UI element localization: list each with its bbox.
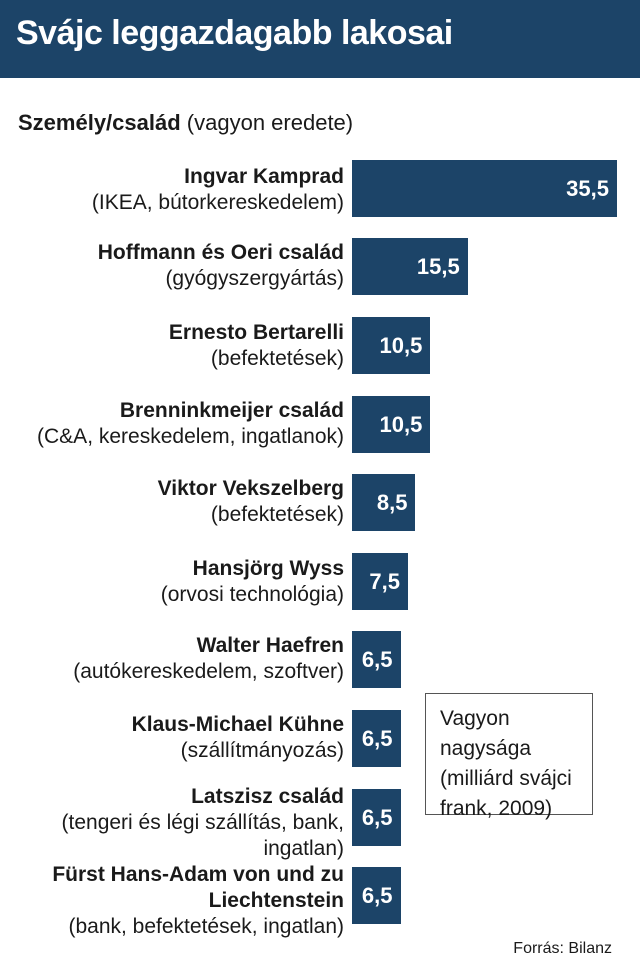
column-header-bold: Személy/család xyxy=(18,110,181,135)
category-label: Viktor Vekszelberg (befektetések) xyxy=(14,476,344,528)
category-name: Walter Haefren xyxy=(196,634,344,657)
category-label: Latszisz család (tengeri és légi szállítá… xyxy=(14,784,344,862)
bar-value-label: 10,5 xyxy=(379,411,423,437)
category-label: Walter Haefren (autókereskedelem, szoftve… xyxy=(14,633,344,685)
bar: 10,5 xyxy=(352,396,431,453)
category-label: Brenninkmeijer család (C&A, kereskedelem,… xyxy=(14,398,344,450)
bar-value-label: 8,5 xyxy=(376,489,408,515)
category-name: Hansjörg Wyss xyxy=(192,557,344,580)
category-origin: (orvosi technológia) xyxy=(160,583,344,606)
source-note: Forrás: Bilanz xyxy=(513,940,612,957)
bar: 6,5 xyxy=(352,789,401,846)
category-name: Viktor Vekszelberg xyxy=(157,477,344,500)
category-name: Hoffmann és Oeri család xyxy=(97,241,344,264)
category-label: Hoffmann és Oeri család (gyógyszergyártás… xyxy=(14,240,344,292)
category-label: Fürst Hans-Adam von und zu Liechtenstein… xyxy=(14,862,344,940)
category-origin: (C&A, kereskedelem, ingatlanok) xyxy=(37,425,344,448)
category-origin: (gyógyszergyártás) xyxy=(165,267,344,290)
bar: 35,5 xyxy=(352,160,617,217)
bar-value-label: 6,5 xyxy=(361,725,393,751)
bar: 8,5 xyxy=(352,474,416,531)
category-name: Latszisz család xyxy=(191,785,344,808)
category-name: Ernesto Bertarelli xyxy=(168,321,344,344)
category-origin: (bank, befektetések, ingatlan) xyxy=(68,915,344,938)
category-origin: (befektetések) xyxy=(210,347,344,370)
column-header-normal: (vagyon eredete) xyxy=(186,110,354,135)
bar: 10,5 xyxy=(352,317,431,374)
bar-value-label: 7,5 xyxy=(369,568,400,594)
category-label: Ingvar Kamprad (IKEA, bútorkereskedelem) xyxy=(14,164,344,216)
bar-value-label: 6,5 xyxy=(361,804,393,830)
category-origin: (szállítmányozás) xyxy=(180,739,344,762)
category-origin: (befektetések) xyxy=(210,503,344,526)
category-name: Ingvar Kamprad xyxy=(184,165,344,188)
bar-value-label: 10,5 xyxy=(379,332,423,358)
bar-value-label: 15,5 xyxy=(416,253,460,279)
bar: 6,5 xyxy=(352,710,401,767)
bar: 15,5 xyxy=(352,238,468,295)
bar: 6,5 xyxy=(352,867,401,924)
bar: 7,5 xyxy=(352,553,408,610)
column-header: Személy/család (vagyon eredete) xyxy=(18,110,353,136)
bar-value-label: 35,5 xyxy=(566,175,609,201)
bar-value-label: 6,5 xyxy=(361,646,393,672)
category-label: Klaus-Michael Kühne (szállítmányozás) xyxy=(14,712,344,764)
category-name: Fürst Hans-Adam von und zu Liechtenstein xyxy=(52,863,344,912)
bar: 6,5 xyxy=(352,631,401,688)
bar-value-label: 6,5 xyxy=(361,882,393,908)
category-origin: (autókereskedelem, szoftver) xyxy=(73,660,344,683)
legend-box: Vagyon nagysága (milliárd svájci frank, … xyxy=(425,693,593,820)
category-name: Brenninkmeijer család xyxy=(119,399,344,422)
category-origin: (tengeri és légi szállítás, bank, ingatl… xyxy=(61,811,344,860)
title-bar: Svájc leggazdagabb lakosai xyxy=(0,0,640,78)
category-origin: (IKEA, bútorkereskedelem) xyxy=(91,191,344,214)
category-name: Klaus-Michael Kühne xyxy=(131,713,344,736)
category-label: Hansjörg Wyss (orvosi technológia) xyxy=(14,556,344,608)
chart-title: Svájc leggazdagabb lakosai xyxy=(16,14,453,52)
category-label: Ernesto Bertarelli (befektetések) xyxy=(14,320,344,372)
